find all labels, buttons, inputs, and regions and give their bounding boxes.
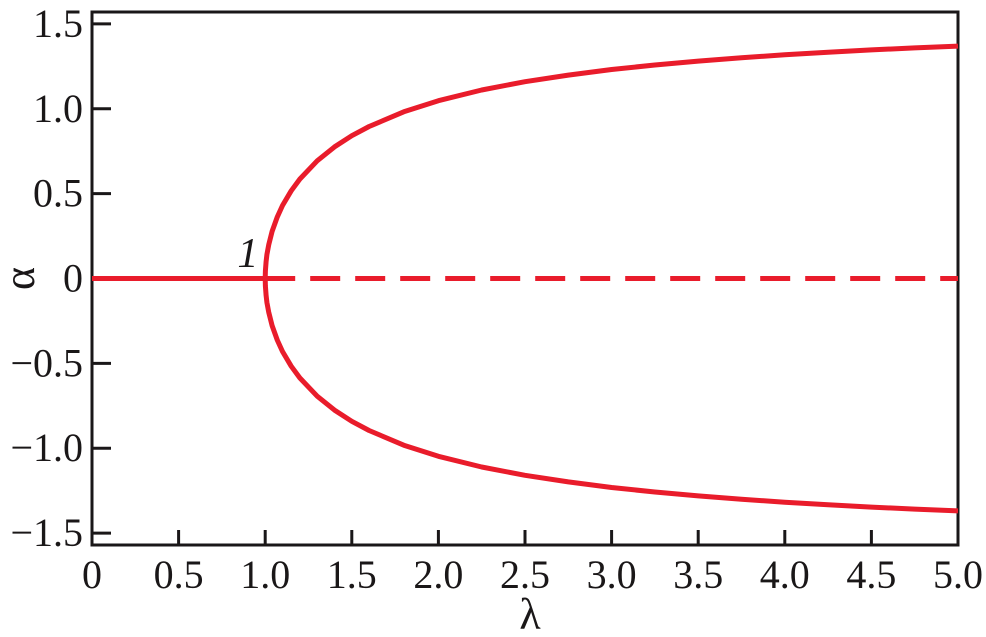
x-tick-label: 4.5 [846,552,896,597]
x-tick-label: 3.5 [673,552,723,597]
x-tick-label: 1.5 [327,552,377,597]
y-tick-label: 0.5 [33,171,83,216]
x-tick-label: 1.0 [240,552,290,597]
y-tick-label: 1.5 [33,1,83,46]
lower-branch-curve [262,278,959,514]
x-tick-label: 2.0 [413,552,463,597]
y-tick-label: 1.0 [33,86,83,131]
upper-branch-curve [262,43,959,279]
y-tick-label: −1.0 [10,425,83,470]
x-tick-label: 0 [82,552,102,597]
y-tick-label: −0.5 [10,340,83,385]
bifurcation-point-label: 1 [237,231,258,277]
x-tick-label: 0.5 [154,552,204,597]
y-axis-label: α [0,267,44,290]
x-tick-label: 4.0 [760,552,810,597]
y-tick-label: −1.5 [10,510,83,555]
x-tick-label: 5.0 [933,552,983,597]
x-tick-label: 3.0 [587,552,637,597]
x-axis-label: λ [519,590,541,637]
y-tick-label: 0 [63,256,83,301]
x-tick-label: 2.5 [500,552,550,597]
